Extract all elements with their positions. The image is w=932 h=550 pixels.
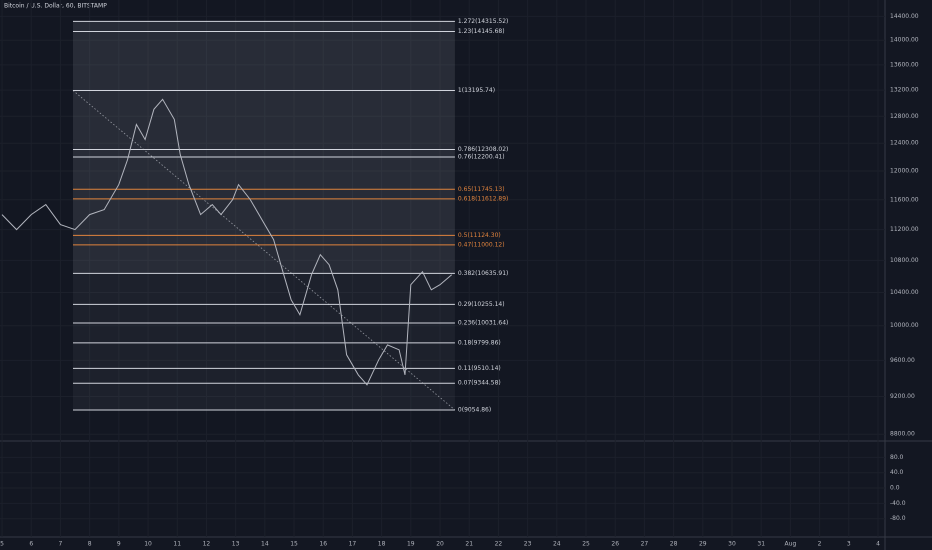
indicator-tick-label: -80.0 — [890, 515, 906, 522]
y-tick-label: 9600.00 — [890, 357, 915, 364]
x-tick-label: 9 — [117, 541, 121, 548]
fib-label: 0.18(9799.86) — [458, 339, 501, 346]
fib-zone — [72, 383, 455, 410]
y-tick-label: 11600.00 — [890, 196, 919, 203]
x-tick-label: 15 — [290, 541, 298, 548]
fib-zone — [72, 368, 455, 384]
x-tick-label: 12 — [203, 541, 211, 548]
y-tick-label: 10800.00 — [890, 257, 919, 264]
fib-label: 0.5(11124.30) — [458, 232, 501, 239]
indicator-tick-label: 80.0 — [890, 454, 904, 461]
fib-label: 0(9054.86) — [458, 406, 491, 413]
y-tick-label: 12800.00 — [890, 113, 919, 120]
x-tick-label: 17 — [349, 541, 357, 548]
fib-zone — [72, 244, 455, 274]
x-tick-label: 14 — [261, 541, 269, 548]
x-tick-label: 4 — [876, 541, 880, 548]
fib-label: 0.786(12308.02) — [458, 146, 509, 153]
x-tick-label: 20 — [436, 541, 444, 548]
fib-zone — [72, 342, 455, 369]
indicator-tick-label: 0.0 — [890, 485, 900, 492]
fib-zone — [72, 323, 455, 343]
x-tick-label: 3 — [847, 541, 851, 548]
x-tick-label: 29 — [699, 541, 707, 548]
y-tick-label: 10000.00 — [890, 322, 919, 329]
x-tick-label: 16 — [319, 541, 327, 548]
y-tick-label: 14000.00 — [890, 37, 919, 44]
y-tick-label: 14400.00 — [890, 13, 919, 20]
fib-label: 1.23(14145.68) — [458, 28, 505, 35]
fib-zone — [72, 273, 455, 305]
fib-zone — [72, 156, 455, 190]
x-tick-label: 22 — [495, 541, 503, 548]
fib-label: 0.11(9510.14) — [458, 365, 501, 372]
fib-label: 1.272(14315.52) — [458, 18, 509, 25]
x-tick-label: 23 — [524, 541, 532, 548]
x-tick-label: 26 — [611, 541, 619, 548]
y-tick-label: 12000.00 — [890, 168, 919, 175]
x-tick-label: 18 — [378, 541, 386, 548]
fib-zone — [72, 189, 455, 199]
fib-label: 0.47(11000.12) — [458, 241, 505, 248]
y-tick-label: 11200.00 — [890, 226, 919, 233]
fib-label: 0.65(11745.13) — [458, 186, 505, 193]
y-tick-label: 13200.00 — [890, 87, 919, 94]
x-tick-label: 24 — [553, 541, 561, 548]
indicator-tick-label: 40.0 — [890, 469, 904, 476]
y-tick-label: 12400.00 — [890, 140, 919, 147]
fib-label: 0.29(10255.14) — [458, 301, 505, 308]
fib-label: 0.382(10635.91) — [458, 270, 509, 277]
x-tick-label: 28 — [670, 541, 678, 548]
x-tick-label: 27 — [641, 541, 649, 548]
x-tick-label: 21 — [465, 541, 473, 548]
price-line — [1, 98, 453, 386]
x-tick-label: 6 — [29, 541, 33, 548]
x-tick-label: 2 — [818, 541, 822, 548]
chart-title: Bitcoin / U.S. Dollar, 60, BITSTAMP — [4, 3, 107, 10]
y-tick-label: 8800.00 — [890, 431, 915, 438]
x-tick-label: 8 — [88, 541, 92, 548]
x-tick-label: 7 — [59, 541, 63, 548]
fib-label: 0.07(9344.58) — [458, 380, 501, 387]
y-tick-label: 13600.00 — [890, 61, 919, 68]
fib-label: 0.236(10031.64) — [458, 320, 509, 327]
fib-zone — [72, 31, 455, 91]
x-tick-label: 11 — [173, 541, 181, 548]
x-tick-label: 30 — [728, 541, 736, 548]
fib-label: 0.618(11612.89) — [458, 195, 509, 202]
fib-zone — [72, 21, 455, 32]
fib-label: 1(13195.74) — [458, 87, 495, 94]
fib-zone — [72, 198, 455, 236]
x-tick-label: Aug — [785, 541, 797, 548]
indicator-tick-label: -40.0 — [890, 500, 906, 507]
x-tick-label: 10 — [144, 541, 152, 548]
x-tick-label: 19 — [407, 541, 415, 548]
fib-label: 0.76(12200.41) — [458, 153, 505, 160]
y-tick-label: 10400.00 — [890, 289, 919, 296]
y-tick-label: 9200.00 — [890, 393, 915, 400]
x-tick-label: 25 — [582, 541, 590, 548]
x-tick-label: 13 — [232, 541, 240, 548]
fib-zone — [72, 90, 455, 150]
fib-zone — [72, 149, 455, 157]
x-tick-label: 5 — [0, 541, 4, 548]
fib-zone — [72, 304, 455, 324]
fib-zone — [72, 235, 455, 245]
fib-trend — [72, 90, 456, 411]
x-tick-label: 31 — [757, 541, 765, 548]
